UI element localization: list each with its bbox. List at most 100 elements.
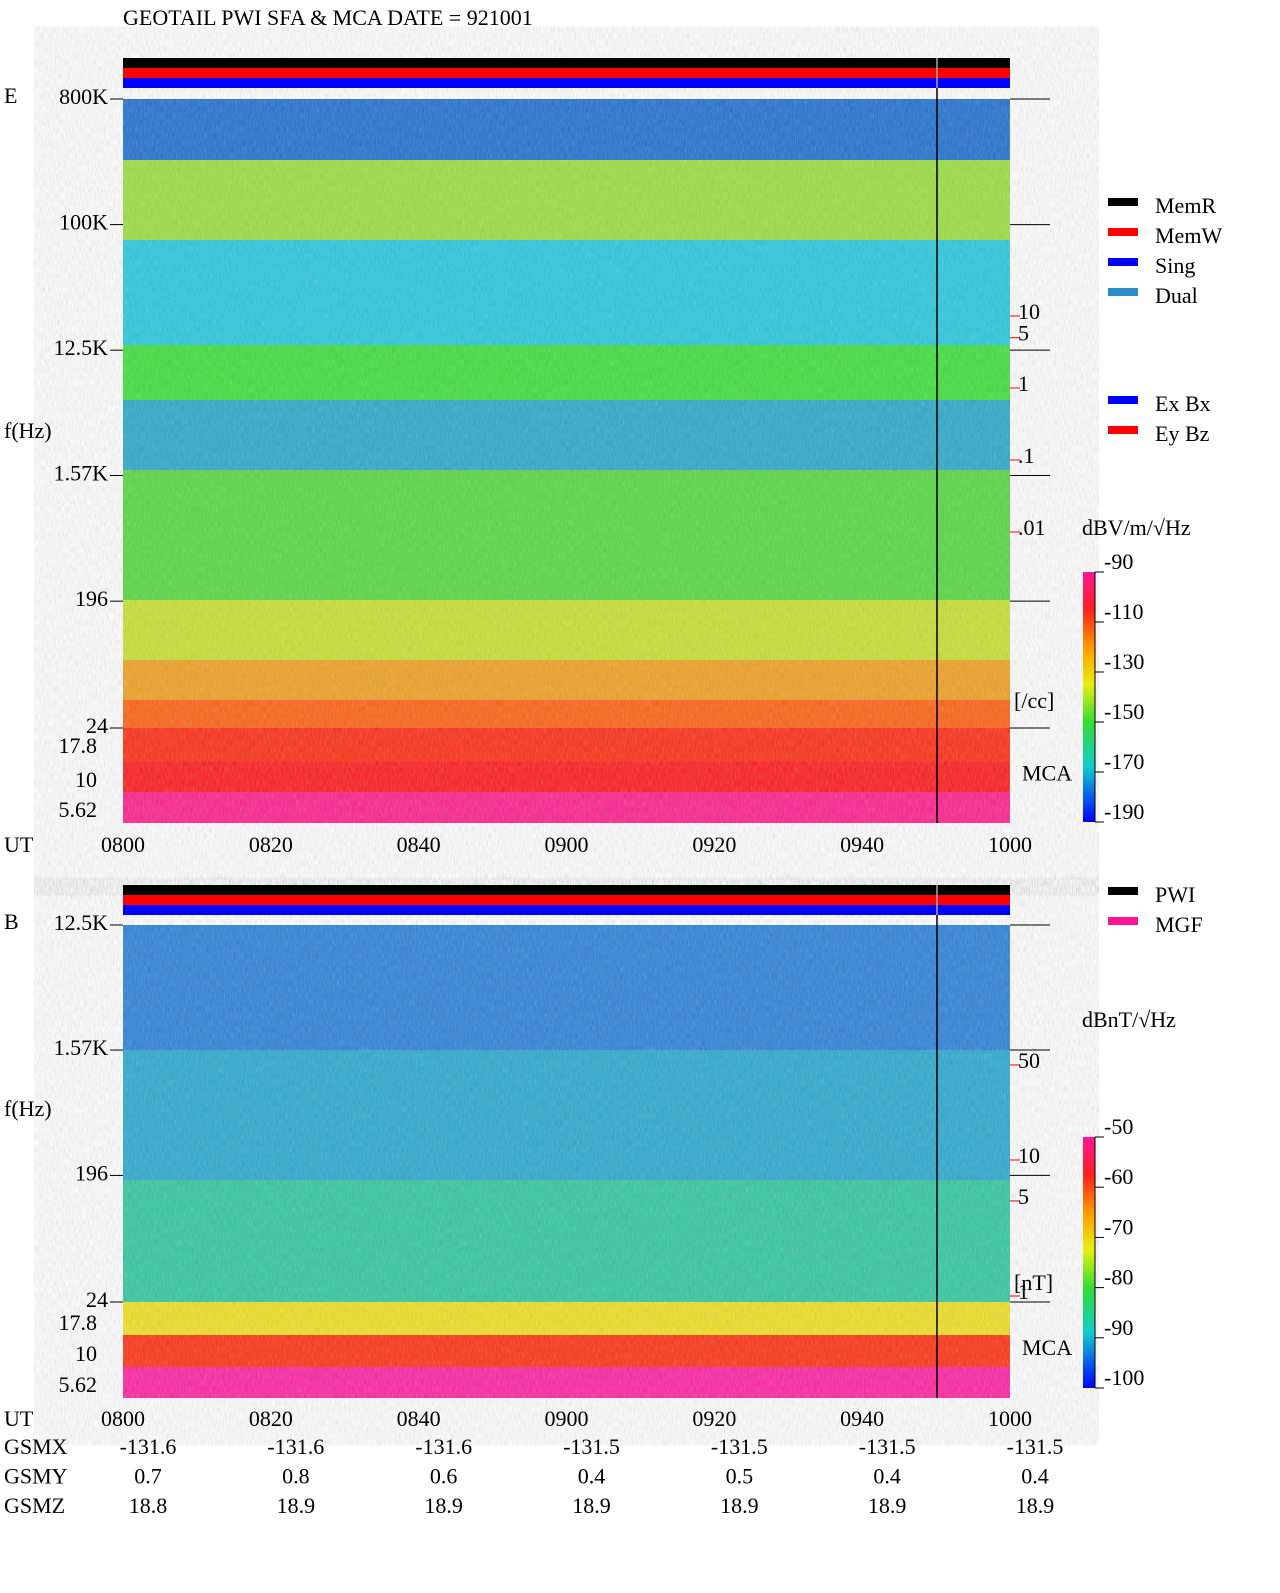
orbit-value: -131.5 bbox=[711, 1434, 768, 1459]
legend-label: Ex Bx bbox=[1155, 391, 1211, 416]
mode-bar bbox=[123, 68, 1010, 78]
x-tick-label: 0940 bbox=[840, 832, 884, 857]
y-axis-label: f(Hz) bbox=[4, 418, 52, 443]
orbit-value: 0.4 bbox=[578, 1464, 606, 1489]
colorbar bbox=[1083, 572, 1095, 822]
mca-label: MCA bbox=[1022, 1335, 1072, 1360]
legend-label: MemW bbox=[1155, 223, 1222, 248]
x-tick-label: 0920 bbox=[692, 1406, 736, 1431]
mca-label: MCA bbox=[1022, 761, 1072, 786]
right-tick-label: .1 bbox=[1018, 443, 1035, 468]
right-tick-label: 1 bbox=[1018, 1279, 1029, 1304]
mca-tick-label: 10 bbox=[75, 1341, 97, 1366]
right-tick-label: 5 bbox=[1018, 1184, 1029, 1209]
orbit-value: -131.5 bbox=[563, 1434, 620, 1459]
mode-bar bbox=[123, 58, 1010, 68]
orbit-value: 18.9 bbox=[720, 1493, 759, 1518]
panel-label: E bbox=[4, 83, 17, 108]
orbit-row-label: GSMZ bbox=[4, 1493, 65, 1518]
y-tick-label: 196 bbox=[75, 1160, 108, 1185]
orbit-value: 18.9 bbox=[424, 1493, 463, 1518]
legend-label: Sing bbox=[1155, 253, 1195, 278]
mca-tick-label: 17.8 bbox=[59, 1310, 98, 1335]
x-tick-label: 0800 bbox=[101, 1406, 145, 1431]
y-tick-label: 1.57K bbox=[54, 1035, 109, 1060]
orbit-value: 0.8 bbox=[282, 1464, 310, 1489]
legend-swatch bbox=[1108, 288, 1138, 296]
colorbar-tick-label: -110 bbox=[1104, 599, 1144, 624]
orbit-row-label: GSMX bbox=[4, 1434, 68, 1459]
orbit-value: 0.6 bbox=[430, 1464, 458, 1489]
legend-label: MGF bbox=[1155, 912, 1203, 937]
legend-swatch bbox=[1108, 917, 1138, 925]
colorbar-tick-label: -170 bbox=[1104, 749, 1144, 774]
orbit-value: 0.4 bbox=[1021, 1464, 1049, 1489]
mca-tick-label: 10 bbox=[75, 767, 97, 792]
colorbar-label: dBnT/√Hz bbox=[1082, 1007, 1176, 1032]
legend-label: MemR bbox=[1155, 193, 1216, 218]
right-tick-label: 1 bbox=[1018, 371, 1029, 396]
panel-label: B bbox=[4, 909, 19, 934]
mode-bar bbox=[123, 895, 1010, 905]
orbit-value: -131.5 bbox=[859, 1434, 916, 1459]
y-tick-label: 24 bbox=[86, 713, 108, 738]
colorbar-tick-label: -190 bbox=[1104, 799, 1144, 824]
orbit-value: 18.9 bbox=[1016, 1493, 1055, 1518]
mode-bar bbox=[123, 78, 1010, 88]
colorbar-tick-label: -100 bbox=[1104, 1365, 1144, 1390]
x-tick-label: 0840 bbox=[397, 1406, 441, 1431]
x-tick-label: 0940 bbox=[840, 1406, 884, 1431]
right-tick-label: 10 bbox=[1018, 1143, 1040, 1168]
mca-tick-label: 5.62 bbox=[59, 797, 98, 822]
legend-label: Ey Bz bbox=[1155, 421, 1210, 446]
x-tick-label: 0900 bbox=[545, 1406, 589, 1431]
legend-swatch bbox=[1108, 887, 1138, 895]
spectrogram-texture bbox=[123, 925, 1010, 1398]
right-tick-label: .01 bbox=[1018, 515, 1046, 540]
spectrogram-texture bbox=[123, 99, 1010, 823]
colorbar-tick-label: -150 bbox=[1104, 699, 1144, 724]
colorbar bbox=[1083, 1137, 1095, 1388]
mode-bar bbox=[123, 905, 1010, 915]
orbit-value: 0.5 bbox=[726, 1464, 754, 1489]
y-tick-label: 12.5K bbox=[54, 910, 109, 935]
right-axis-label: [/cc] bbox=[1014, 688, 1054, 713]
mode-bar bbox=[123, 885, 1010, 895]
orbit-value: 18.9 bbox=[572, 1493, 611, 1518]
orbit-value: -131.5 bbox=[1007, 1434, 1064, 1459]
orbit-value: -131.6 bbox=[415, 1434, 472, 1459]
right-tick-label: 5 bbox=[1018, 321, 1029, 346]
y-tick-label: 12.5K bbox=[54, 335, 109, 360]
x-tick-label: 0800 bbox=[101, 832, 145, 857]
colorbar-tick-label: -80 bbox=[1104, 1265, 1133, 1290]
y-tick-label: 196 bbox=[75, 586, 108, 611]
mca-tick-label: 17.8 bbox=[59, 733, 98, 758]
x-tick-label: 1000 bbox=[988, 832, 1032, 857]
x-tick-label: 0920 bbox=[692, 832, 736, 857]
colorbar-tick-label: -50 bbox=[1104, 1114, 1133, 1139]
x-tick-label: 0900 bbox=[545, 832, 589, 857]
orbit-row-label: GSMY bbox=[4, 1464, 68, 1489]
y-tick-label: 800K bbox=[59, 84, 108, 109]
legend-swatch bbox=[1108, 198, 1138, 206]
legend-label: Dual bbox=[1155, 283, 1198, 308]
colorbar-tick-label: -130 bbox=[1104, 649, 1144, 674]
orbit-value: -131.6 bbox=[120, 1434, 177, 1459]
legend-label: PWI bbox=[1155, 882, 1195, 907]
x-axis-label: UT bbox=[4, 1406, 34, 1431]
chart-title: GEOTAIL PWI SFA & MCA DATE = 921001 bbox=[123, 5, 533, 30]
colorbar-tick-label: -60 bbox=[1104, 1164, 1133, 1189]
y-tick-label: 100K bbox=[59, 210, 108, 235]
right-tick-label: 10 bbox=[1018, 299, 1040, 324]
orbit-value: 18.9 bbox=[868, 1493, 907, 1518]
orbit-value: 18.8 bbox=[129, 1493, 168, 1518]
mca-tick-label: 5.62 bbox=[59, 1372, 98, 1397]
x-tick-label: 0820 bbox=[249, 832, 293, 857]
y-axis-label: f(Hz) bbox=[4, 1096, 52, 1121]
right-axis-label: [nT] bbox=[1014, 1270, 1053, 1295]
y-tick-label: 24 bbox=[86, 1287, 108, 1312]
x-tick-label: 0820 bbox=[249, 1406, 293, 1431]
colorbar-tick-label: -90 bbox=[1104, 1315, 1133, 1340]
legend-swatch bbox=[1108, 426, 1138, 434]
